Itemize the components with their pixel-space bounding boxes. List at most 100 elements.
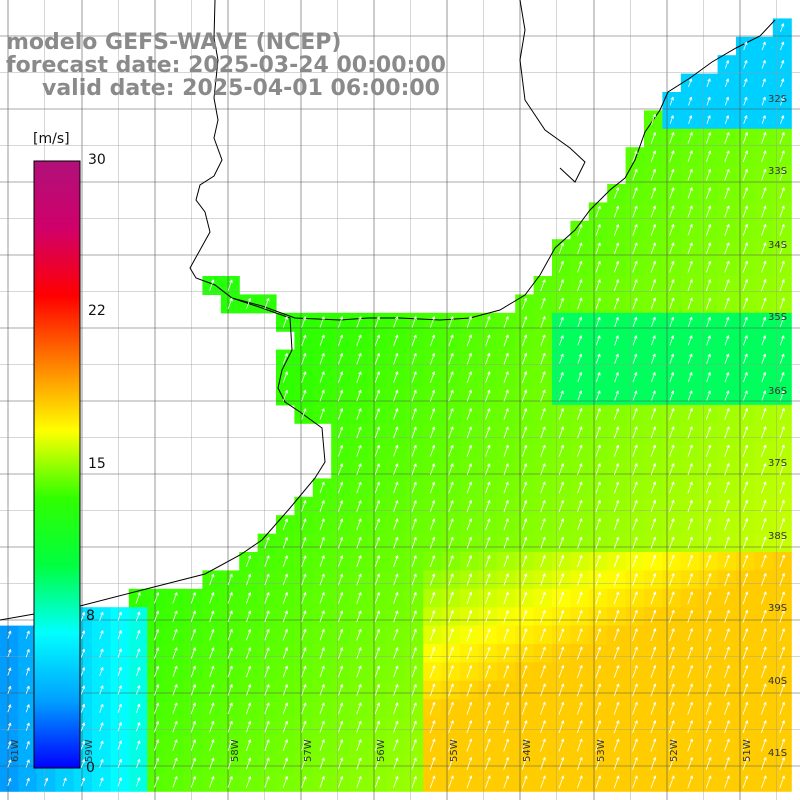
wind-arrow (282, 776, 288, 788)
wind-arrow (540, 426, 546, 439)
wind-arrow (521, 573, 528, 586)
wind-arrow (632, 683, 638, 697)
wind-arrow (503, 591, 509, 605)
wind-arrow (503, 701, 509, 715)
wind-arrow (484, 701, 491, 715)
wind-arrow (761, 96, 766, 106)
wind-arrow (651, 372, 656, 383)
wind-arrow (319, 720, 325, 733)
wind-arrow (282, 573, 288, 586)
wind-arrow (99, 648, 104, 658)
wind-arrow (374, 555, 380, 567)
wind-arrow (779, 665, 785, 678)
wind-arrow (448, 573, 454, 586)
wind-arrow (429, 646, 436, 660)
wind-arrow (688, 96, 693, 106)
wind-arrow (448, 518, 454, 531)
wind-arrow (338, 353, 344, 365)
wind-arrow (429, 701, 436, 715)
wind-arrow (669, 279, 675, 292)
wind-arrow (282, 757, 288, 770)
wind-arrow (356, 353, 362, 365)
wind-arrow (632, 720, 638, 734)
wind-arrow (724, 115, 730, 124)
wind-arrow (448, 775, 454, 789)
wind-arrow (374, 628, 380, 641)
wind-arrow (705, 757, 712, 770)
wind-arrow (466, 665, 473, 678)
wind-arrow (742, 297, 749, 310)
wind-arrow (558, 757, 565, 770)
wind-arrow (80, 759, 86, 768)
wind-arrow (724, 683, 730, 697)
wind-arrow (540, 316, 546, 328)
wind-arrow (264, 297, 270, 310)
wind-arrow (466, 573, 473, 586)
wind-arrow (154, 647, 160, 659)
wind-arrow (356, 775, 362, 788)
wind-arrow (521, 371, 528, 383)
wind-arrow (227, 647, 233, 659)
wind-arrow (760, 573, 767, 586)
wind-arrow (80, 722, 86, 732)
wind-arrow (577, 554, 583, 568)
wind-arrow (374, 481, 380, 494)
lat-label: 32S (768, 94, 788, 105)
wind-arrow (338, 316, 344, 328)
wind-arrow (356, 536, 362, 549)
wind-arrow (613, 646, 620, 660)
wind-arrow (521, 683, 528, 697)
wind-arrow (742, 591, 749, 605)
wind-arrow (742, 536, 749, 549)
wind-arrow (374, 463, 380, 475)
wind-arrow (448, 646, 454, 660)
wind-arrow (374, 739, 380, 752)
wind-arrow (669, 536, 675, 549)
wind-arrow (687, 390, 693, 401)
wind-arrow (429, 426, 436, 439)
wind-arrow (780, 41, 785, 51)
wind-arrow (429, 536, 436, 549)
wind-arrow (632, 279, 638, 291)
wind-arrow (154, 684, 160, 696)
wind-arrow (705, 775, 712, 789)
wind-arrow (99, 703, 104, 713)
wind-arrow (356, 500, 362, 512)
wind-arrow (246, 297, 252, 310)
wind-arrow (190, 720, 196, 733)
wind-arrow (374, 647, 380, 660)
wind-arrow (99, 740, 104, 750)
wind-arrow (540, 628, 546, 642)
wind-arrow (80, 703, 86, 713)
wind-arrow (688, 115, 693, 124)
wind-arrow (760, 683, 767, 697)
wind-arrow (779, 279, 785, 292)
wind-arrow (576, 757, 583, 770)
wind-arrow (25, 667, 30, 676)
wind-arrow (743, 78, 748, 88)
wind-arrows (7, 23, 785, 789)
wind-arrow (172, 647, 178, 659)
wind-arrow (80, 777, 86, 787)
wind-arrow (540, 481, 546, 494)
wind-arrow (595, 335, 601, 346)
wind-arrow (742, 132, 748, 144)
wind-arrow (705, 701, 712, 715)
wind-arrow (687, 536, 693, 549)
wind-arrow (706, 316, 711, 327)
wind-arrow (374, 702, 380, 715)
wind-arrow (632, 554, 638, 568)
wind-arrow (374, 444, 380, 457)
wind-arrow (632, 701, 638, 715)
wind-arrow (724, 297, 730, 310)
wind-arrow (246, 573, 252, 586)
wind-arrow (503, 316, 509, 328)
wind-arrow (650, 499, 657, 512)
wind-arrow (485, 463, 491, 475)
wind-arrow (650, 205, 656, 218)
wind-arrow (7, 777, 12, 786)
wind-arrow (227, 776, 233, 788)
wind-arrow (136, 630, 141, 640)
wind-arrow (282, 720, 288, 733)
wind-arrow (393, 352, 399, 365)
